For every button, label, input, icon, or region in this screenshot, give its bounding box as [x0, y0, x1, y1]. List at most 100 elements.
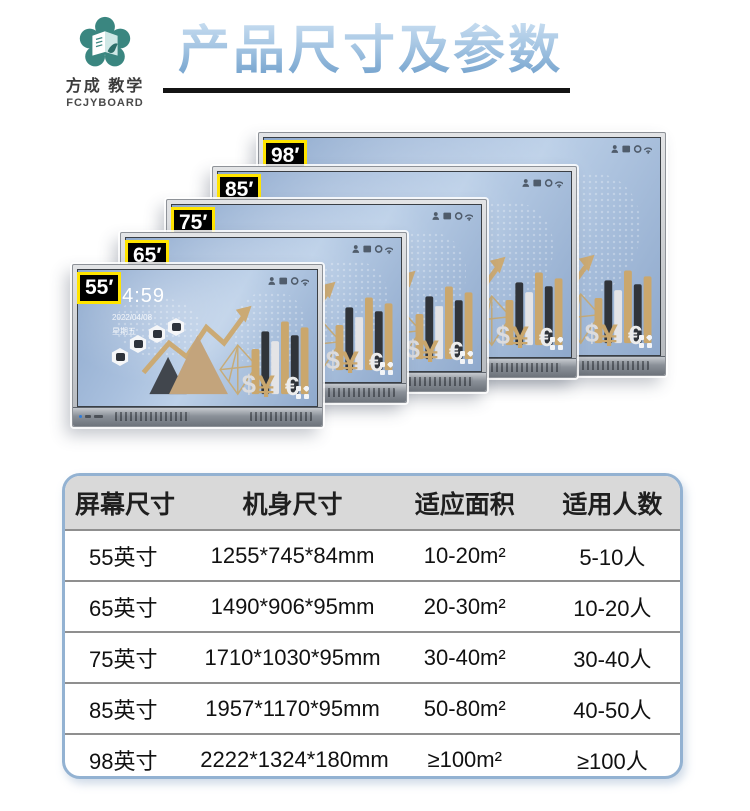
euro-glyph: €	[449, 338, 463, 366]
app-hex-icon	[111, 348, 129, 366]
display-55-soundbar	[73, 407, 322, 426]
title-underline	[163, 88, 570, 93]
screen-clock: 14:59	[110, 285, 166, 307]
port	[85, 415, 91, 418]
spec-row: 85英寸 1957*1170*95mm 50-80m² 40-50人	[65, 682, 680, 733]
yen-glyph: ¥	[421, 334, 439, 369]
euro-glyph: €	[369, 349, 383, 377]
cell-people: 5-10人	[579, 544, 646, 570]
cell-screen: 85英寸	[89, 697, 158, 723]
gallery-icon	[533, 179, 542, 187]
brand-name-cn: 方成 教学	[65, 78, 145, 95]
statusbar-icons	[611, 145, 652, 154]
cell-people: 30-40人	[573, 646, 652, 672]
cell-body: 1255*745*84mm	[210, 542, 375, 568]
wifi-icon	[643, 147, 652, 153]
cell-people: ≥100人	[576, 748, 648, 774]
statusbar-icons	[352, 245, 393, 254]
statusbar-icons	[522, 179, 563, 188]
speaker-grille	[115, 412, 191, 421]
record-icon	[374, 245, 383, 253]
spec-table-header: 屏幕尺寸 机身尺寸 适应面积 适用人数	[65, 476, 680, 531]
display-55: $ ¥ € 14:59 2022/04/08 星期五 55′	[72, 264, 323, 427]
dollar-glyph: $	[242, 371, 256, 399]
spec-table: 屏幕尺寸 机身尺寸 适应面积 适用人数 55英寸 1255*745*84mm 10-…	[62, 473, 683, 779]
dollar-glyph: $	[496, 322, 510, 350]
yen-glyph: ¥	[341, 345, 359, 380]
record-icon	[544, 179, 553, 187]
speaker-grille	[470, 363, 562, 372]
cell-area: 10-20m²	[423, 542, 506, 568]
app-hex-icon	[148, 325, 166, 343]
cell-screen: 65英寸	[89, 595, 158, 621]
brand-name-en: FCJYBOARD	[66, 97, 144, 109]
screen-date: 2022/04/08	[112, 313, 153, 322]
size-tag-55: 55′	[77, 272, 122, 304]
cell-area: 20-30m²	[423, 593, 506, 619]
user-icon	[612, 145, 617, 149]
euro-glyph: €	[285, 373, 299, 401]
screen-weekday: 星期五	[112, 327, 136, 336]
wifi-icon	[384, 247, 393, 253]
cell-people: 10-20人	[573, 595, 652, 621]
gallery-icon	[279, 277, 288, 285]
gallery-icon	[622, 145, 631, 153]
wifi-icon	[554, 181, 563, 187]
bar-columns	[335, 297, 393, 371]
dollar-glyph: $	[585, 320, 599, 348]
finance-chart-artwork: $ ¥ €	[141, 305, 309, 404]
cell-area: ≥100m²	[427, 746, 502, 772]
apps-grid-icon	[460, 351, 473, 364]
brand-flower-icon	[79, 16, 131, 67]
apps-grid-icon	[639, 335, 652, 348]
cell-area: 50-80m²	[423, 695, 506, 721]
cell-body: 2222*1324*180mm	[200, 746, 389, 772]
speaker-grille	[393, 377, 474, 386]
status-indicators	[79, 415, 103, 418]
cell-body: 1710*1030*95mm	[204, 644, 381, 670]
cell-body: 1957*1170*95mm	[205, 695, 380, 721]
spec-row: 75英寸 1710*1030*95mm 30-40m² 30-40人	[65, 631, 680, 682]
euro-glyph: €	[628, 322, 642, 350]
power-led	[79, 415, 82, 418]
dollar-glyph: $	[326, 347, 340, 375]
record-icon	[633, 145, 642, 153]
record-icon	[290, 277, 299, 285]
user-icon	[523, 179, 528, 183]
header-people: 适用人数	[562, 490, 663, 519]
bar-columns	[594, 270, 652, 344]
cell-screen: 55英寸	[89, 544, 158, 570]
gallery-icon	[363, 245, 372, 253]
app-hex-icon	[129, 335, 147, 353]
dollar-glyph: $	[406, 336, 420, 364]
statusbar-icons	[432, 212, 473, 221]
yen-glyph: ¥	[600, 318, 618, 353]
header-body-size: 机身尺寸	[242, 490, 343, 519]
user-icon	[433, 212, 438, 216]
statusbar-icons	[268, 277, 309, 286]
euro-glyph: €	[539, 324, 553, 352]
speaker-grille	[323, 388, 395, 397]
apps-grid-icon	[296, 386, 309, 399]
brand-logo: 方成 教学 FCJYBOARD	[44, 16, 166, 109]
cell-body: 1490*906*95mm	[210, 593, 375, 619]
cell-area: 30-40m²	[423, 644, 506, 670]
spec-table-body: 55英寸 1255*745*84mm 10-20m² 5-10人 65英寸 1490*90…	[65, 531, 680, 776]
app-hex-icon	[167, 318, 185, 336]
spec-row: 65英寸 1490*906*95mm 20-30m² 10-20人	[65, 580, 680, 631]
spec-row: 55英寸 1255*745*84mm 10-20m² 5-10人	[65, 531, 680, 580]
page-title: 产品尺寸及参数	[178, 20, 563, 82]
wifi-icon	[300, 279, 309, 285]
header-screen-size: 屏幕尺寸	[75, 490, 176, 519]
bar-columns	[505, 272, 563, 346]
bar-columns	[415, 286, 473, 360]
record-icon	[454, 212, 463, 220]
cell-people: 40-50人	[573, 697, 652, 723]
speaker-grille	[249, 412, 313, 421]
speaker-grille	[547, 361, 649, 370]
user-icon	[269, 277, 274, 281]
apps-grid-icon	[550, 337, 563, 350]
cell-screen: 98英寸	[89, 748, 158, 774]
tan-triangle	[169, 335, 228, 395]
spec-row: 98英寸 2222*1324*180mm ≥100m² ≥100人	[65, 733, 680, 776]
